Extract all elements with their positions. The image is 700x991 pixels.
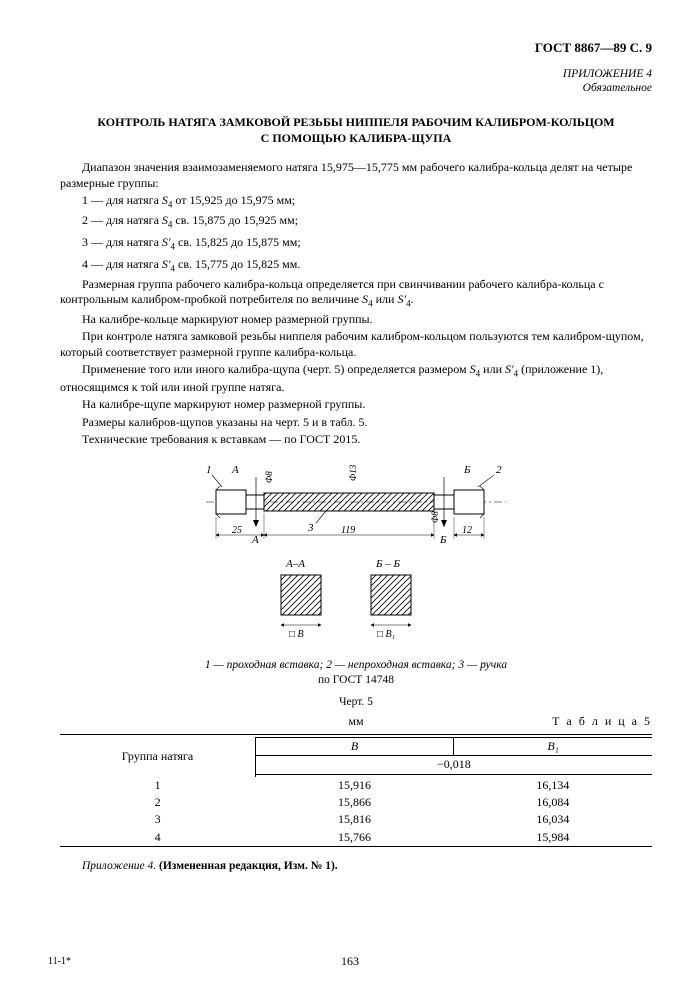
group-4: 4 — для натяга S′4 св. 15,775 до 15,825 … xyxy=(60,257,652,275)
p-intro: Диапазон значения взаимозаменяемого натя… xyxy=(60,160,652,191)
table-row: 1 15,916 16,134 xyxy=(60,777,652,794)
table-label: Т а б л и ц а 5 xyxy=(552,714,652,729)
th-tol: −0,018 xyxy=(255,756,652,774)
svg-text:Б: Б xyxy=(439,534,447,546)
figure-caption: 1 — проходная вставка; 2 — непроходная в… xyxy=(60,658,652,687)
group-2: 2 — для натяга S4 св. 15,875 до 15,925 м… xyxy=(60,213,652,231)
p4: При контроле натяга замковой резьбы нипп… xyxy=(60,329,652,360)
group-1: 1 — для натяга S4 от 15,925 до 15,975 мм… xyxy=(60,193,652,211)
svg-text:Ф8: Ф8 xyxy=(430,511,440,523)
figure-number: Черт. 5 xyxy=(60,695,652,710)
p7: Размеры калибров-щупов указаны на черт. … xyxy=(60,415,652,430)
p8: Технические требования к вставкам — по Г… xyxy=(60,432,652,447)
appendix-kind: Обязательное xyxy=(583,82,652,94)
title-l2: С ПОМОЩЬЮ КАЛИБРА-ЩУПА xyxy=(261,131,452,145)
figure-5: 1 2 3 А Б Б А 25 119 12 Ф8 Ф13 Ф8 xyxy=(60,457,652,651)
title: КОНТРОЛЬ НАТЯГА ЗАМКОВОЙ РЕЗЬБЫ НИППЕЛЯ … xyxy=(60,114,652,146)
table-row: 2 15,866 16,084 xyxy=(60,794,652,811)
svg-text:3: 3 xyxy=(307,522,314,534)
table-header-row: мм Т а б л и ц а 5 xyxy=(60,714,652,730)
doc-code: ГОСТ 8867—89 С. 9 xyxy=(60,40,652,57)
drawing-svg: 1 2 3 А Б Б А 25 119 12 Ф8 Ф13 Ф8 xyxy=(176,457,536,647)
svg-text:Б: Б xyxy=(463,464,471,476)
svg-text:Б – Б: Б – Б xyxy=(375,558,400,570)
svg-text:А: А xyxy=(231,464,239,476)
p6: На калибре-щупе маркируют номер размерно… xyxy=(60,397,652,412)
th-b1: B₁ xyxy=(454,737,652,755)
page: ГОСТ 8867—89 С. 9 ПРИЛОЖЕНИЕ 4 Обязатель… xyxy=(0,0,700,991)
svg-text:А–А: А–А xyxy=(285,558,305,570)
caption-b: по ГОСТ 14748 xyxy=(318,674,394,686)
edition-note: Приложение 4. (Измененная редакция, Изм.… xyxy=(60,859,652,874)
table-unit: мм xyxy=(348,714,363,729)
svg-text:□ В₁: □ В₁ xyxy=(377,629,395,640)
appendix-block: ПРИЛОЖЕНИЕ 4 Обязательное xyxy=(60,67,652,96)
svg-text:□ В: □ В xyxy=(289,629,304,640)
title-l1: КОНТРОЛЬ НАТЯГА ЗАМКОВОЙ РЕЗЬБЫ НИППЕЛЯ … xyxy=(97,115,614,129)
page-number: 163 xyxy=(0,954,700,969)
svg-text:2: 2 xyxy=(496,464,502,476)
svg-text:Ф8: Ф8 xyxy=(264,471,274,483)
caption-a: 1 — проходная вставка; 2 — непроходная в… xyxy=(205,659,507,671)
p3: На калибре-кольце маркируют номер размер… xyxy=(60,312,652,327)
svg-text:А: А xyxy=(251,534,259,546)
table-row: 4 15,766 15,984 xyxy=(60,829,652,847)
p5: Применение того или иного калибра-щупа (… xyxy=(60,362,652,395)
th-group: Группа натяга xyxy=(60,737,255,776)
svg-text:25: 25 xyxy=(232,525,242,536)
table-row: 3 15,816 16,034 xyxy=(60,811,652,828)
svg-text:Ф13: Ф13 xyxy=(348,465,358,482)
table-5: Группа натяга B B₁ −0,018 1 15,916 16,13… xyxy=(60,734,652,849)
group-3: 3 — для натяга S′4 св. 15,825 до 15,875 … xyxy=(60,235,652,253)
appendix-num: ПРИЛОЖЕНИЕ 4 xyxy=(563,68,652,80)
p2: Размерная группа рабочего калибра-кольца… xyxy=(60,277,652,310)
svg-text:1: 1 xyxy=(206,464,212,476)
th-b: B xyxy=(255,737,453,755)
svg-text:119: 119 xyxy=(341,525,355,536)
svg-text:12: 12 xyxy=(462,525,472,536)
